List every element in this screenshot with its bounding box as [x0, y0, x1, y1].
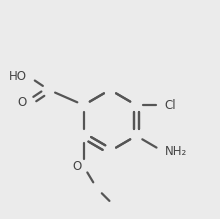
Text: HO: HO — [9, 70, 27, 83]
Text: NH₂: NH₂ — [165, 145, 187, 158]
Text: Cl: Cl — [165, 99, 176, 112]
Text: O: O — [72, 160, 82, 173]
Text: O: O — [18, 96, 27, 110]
